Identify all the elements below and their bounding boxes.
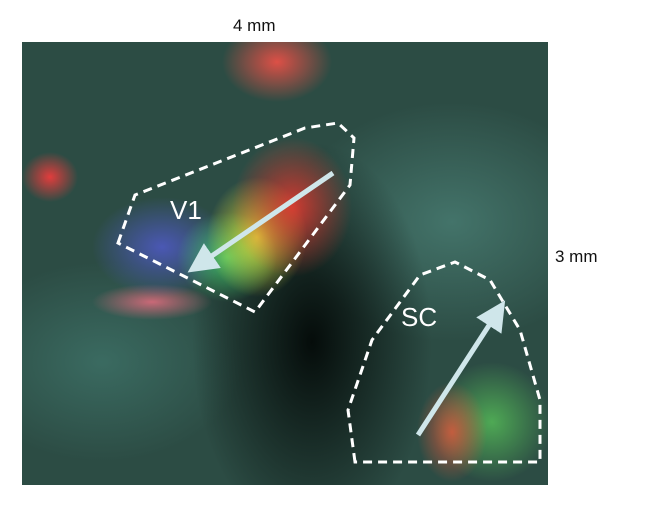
- sc-outline: [346, 260, 542, 464]
- cortex-image: [22, 42, 548, 485]
- v1-arrow: [187, 170, 335, 273]
- scale-top-label: 4 mm: [233, 16, 276, 35]
- scale-right-label: 3 mm: [555, 247, 598, 266]
- v1-label: V1: [170, 195, 202, 225]
- sc-arrow: [415, 300, 506, 437]
- v1-outline: [116, 121, 356, 314]
- sc-label: SC: [401, 302, 438, 332]
